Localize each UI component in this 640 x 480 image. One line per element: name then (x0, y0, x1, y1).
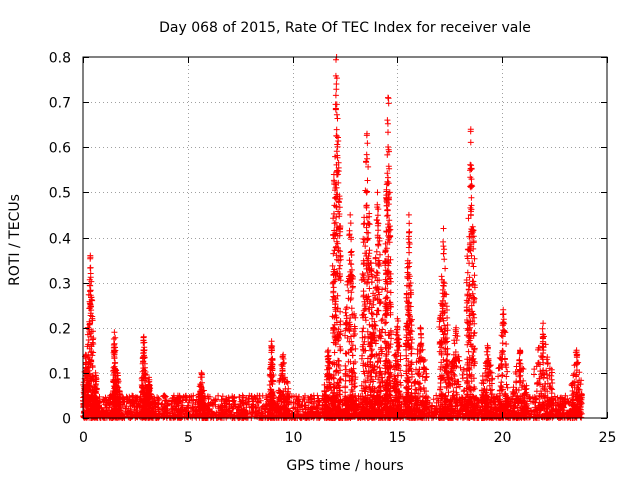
y-tick-label: 0.4 (49, 232, 71, 248)
data-points (80, 54, 585, 421)
roti-markers (80, 54, 585, 421)
y-tick-label: 0.8 (49, 51, 71, 67)
y-tick-label: 0 (62, 412, 71, 428)
x-tick-label: 0 (79, 430, 88, 446)
y-tick-label: 0.5 (49, 186, 71, 202)
axis-ticks (83, 57, 608, 419)
x-tick-label: 10 (285, 430, 303, 446)
x-axis-label: GPS time / hours (286, 458, 403, 474)
x-tick-label: 20 (494, 430, 512, 446)
y-tick-label: 0.1 (49, 367, 71, 383)
plot-frame (82, 56, 608, 419)
x-tick-label: 5 (184, 430, 193, 446)
y-tick-label: 0.2 (49, 322, 71, 338)
y-axis-label: ROTI / TECUs (7, 194, 23, 286)
y-tick-label: 0.6 (49, 141, 71, 157)
y-tick-label: 0.3 (49, 277, 71, 293)
x-tick-label: 15 (389, 430, 407, 446)
tick-labels: 0 0.1 0.2 0.3 0.4 0.5 0.6 0.7 0.8 0 5 10 15 20 25 (49, 51, 617, 447)
y-tick-label: 0.7 (49, 96, 71, 112)
x-tick-label: 25 (599, 430, 617, 446)
chart-title: Day 068 of 2015, Rate Of TEC Index for r… (159, 20, 531, 36)
